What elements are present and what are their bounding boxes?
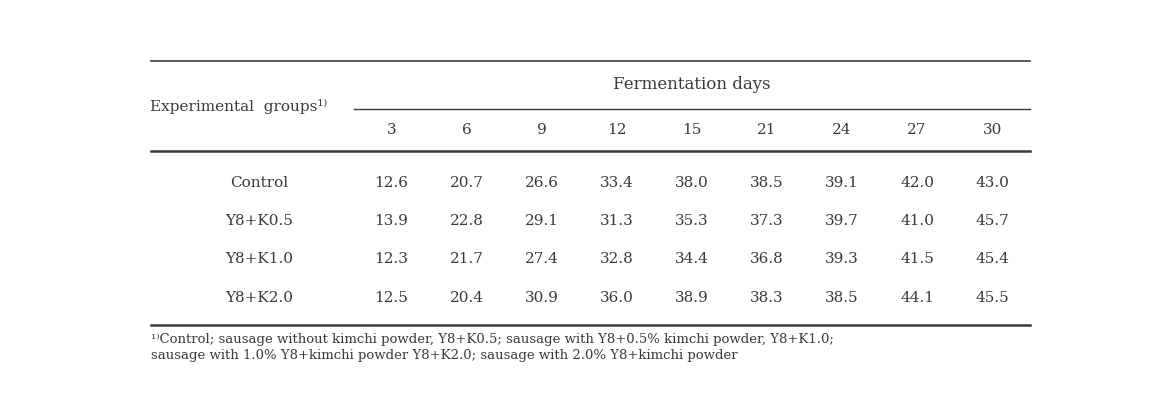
Text: 22.8: 22.8 bbox=[449, 214, 484, 228]
Text: Fermentation days: Fermentation days bbox=[613, 76, 771, 93]
Text: 12.6: 12.6 bbox=[374, 176, 408, 190]
Text: 12.3: 12.3 bbox=[374, 252, 408, 267]
Text: ¹⁾Control; sausage without kimchi powder, Y8+K0.5; sausage with Y8+0.5% kimchi p: ¹⁾Control; sausage without kimchi powder… bbox=[151, 333, 834, 346]
Text: 41.0: 41.0 bbox=[900, 214, 934, 228]
Text: 34.4: 34.4 bbox=[675, 252, 708, 267]
Text: 21.7: 21.7 bbox=[449, 252, 484, 267]
Text: 6: 6 bbox=[462, 123, 471, 137]
Text: 38.5: 38.5 bbox=[825, 291, 858, 305]
Text: 38.0: 38.0 bbox=[675, 176, 708, 190]
Text: 39.7: 39.7 bbox=[825, 214, 858, 228]
Text: Control: Control bbox=[230, 176, 288, 190]
Text: 39.3: 39.3 bbox=[825, 252, 858, 267]
Text: 20.7: 20.7 bbox=[449, 176, 484, 190]
Text: 36.8: 36.8 bbox=[750, 252, 783, 267]
Text: 38.5: 38.5 bbox=[750, 176, 783, 190]
Text: 12: 12 bbox=[607, 123, 627, 137]
Text: 39.1: 39.1 bbox=[825, 176, 859, 190]
Text: 15: 15 bbox=[682, 123, 702, 137]
Text: 44.1: 44.1 bbox=[900, 291, 934, 305]
Text: Y8+K1.0: Y8+K1.0 bbox=[226, 252, 294, 267]
Text: Experimental  groups¹⁾: Experimental groups¹⁾ bbox=[150, 99, 327, 114]
Text: 31.3: 31.3 bbox=[600, 214, 634, 228]
Text: 42.0: 42.0 bbox=[900, 176, 934, 190]
Text: 45.7: 45.7 bbox=[976, 214, 1009, 228]
Text: 45.5: 45.5 bbox=[976, 291, 1009, 305]
Text: 20.4: 20.4 bbox=[449, 291, 484, 305]
Text: Y8+K2.0: Y8+K2.0 bbox=[226, 291, 294, 305]
Text: sausage with 1.0% Y8+kimchi powder Y8+K2.0; sausage with 2.0% Y8+kimchi powder: sausage with 1.0% Y8+kimchi powder Y8+K2… bbox=[151, 349, 737, 362]
Text: 32.8: 32.8 bbox=[600, 252, 634, 267]
Text: Y8+K0.5: Y8+K0.5 bbox=[226, 214, 294, 228]
Text: 38.9: 38.9 bbox=[675, 291, 708, 305]
Text: 27.4: 27.4 bbox=[524, 252, 559, 267]
Text: 29.1: 29.1 bbox=[524, 214, 559, 228]
Text: 38.3: 38.3 bbox=[750, 291, 783, 305]
Text: 41.5: 41.5 bbox=[900, 252, 934, 267]
Text: 37.3: 37.3 bbox=[750, 214, 783, 228]
Text: 30: 30 bbox=[983, 123, 1002, 137]
Text: 13.9: 13.9 bbox=[374, 214, 408, 228]
Text: 26.6: 26.6 bbox=[524, 176, 559, 190]
Text: 30.9: 30.9 bbox=[524, 291, 559, 305]
Text: 35.3: 35.3 bbox=[675, 214, 708, 228]
Text: 36.0: 36.0 bbox=[600, 291, 634, 305]
Text: 12.5: 12.5 bbox=[374, 291, 408, 305]
Text: 24: 24 bbox=[832, 123, 851, 137]
Text: 45.4: 45.4 bbox=[976, 252, 1009, 267]
Text: 9: 9 bbox=[537, 123, 546, 137]
Text: 3: 3 bbox=[387, 123, 396, 137]
Text: 43.0: 43.0 bbox=[976, 176, 1009, 190]
Text: 33.4: 33.4 bbox=[600, 176, 634, 190]
Text: 21: 21 bbox=[757, 123, 776, 137]
Text: 27: 27 bbox=[908, 123, 926, 137]
